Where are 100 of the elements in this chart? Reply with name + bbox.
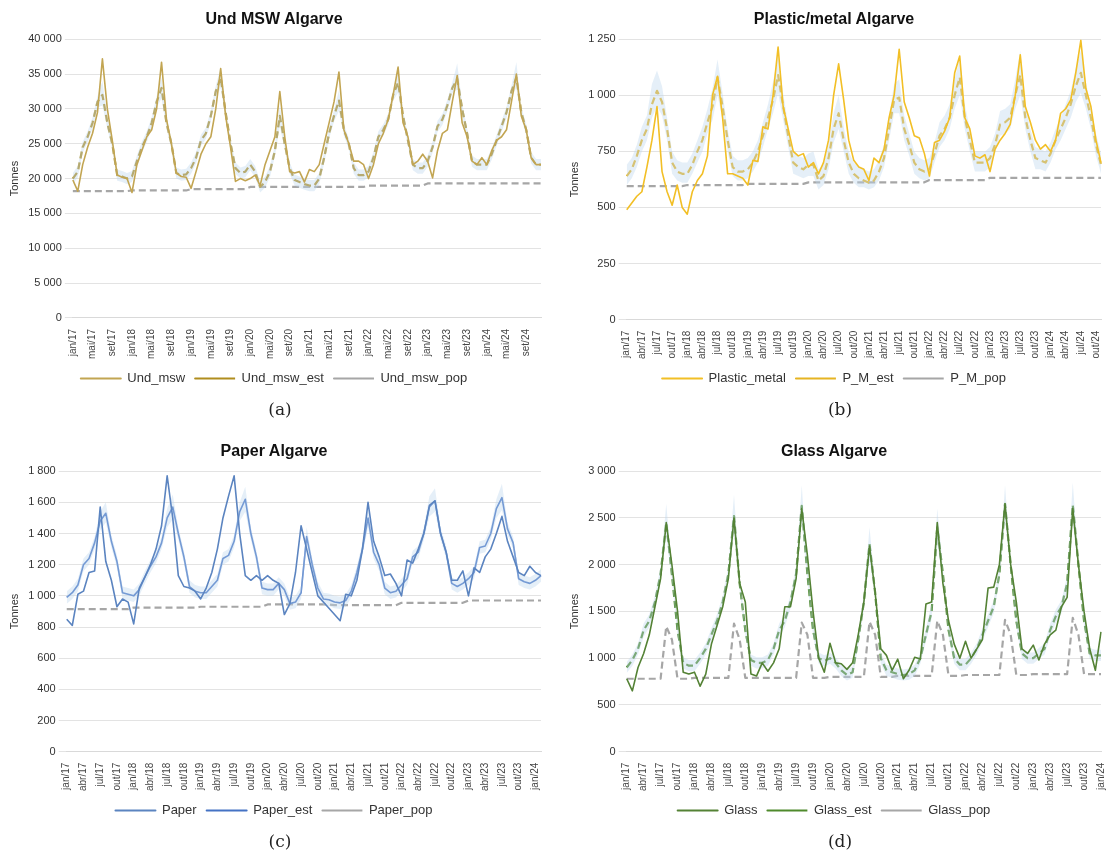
y-tick-label: 1 800 bbox=[28, 464, 56, 477]
legend-label: P_M_pop bbox=[950, 370, 1006, 386]
legend-label: Glass_pop bbox=[928, 802, 991, 818]
x-tick-label: abr/22 bbox=[412, 762, 423, 791]
x-tick-label: jul/24 bbox=[1074, 330, 1086, 356]
x-tick-label: jan/22 bbox=[362, 328, 374, 358]
x-tick-label: jan/19 bbox=[184, 328, 196, 358]
x-tick-label: mai/21 bbox=[322, 328, 334, 359]
x-tick-label: mai/18 bbox=[145, 328, 157, 359]
y-tick-label: 40 000 bbox=[28, 32, 62, 45]
y-tick-label: 500 bbox=[597, 200, 616, 213]
line-series bbox=[625, 176, 1103, 188]
x-tick-label: out/22 bbox=[445, 762, 457, 791]
y-tick-label: 1 200 bbox=[28, 557, 56, 570]
x-tick-label: abr/19 bbox=[756, 330, 768, 359]
y-tick-label: 800 bbox=[37, 620, 56, 633]
y-tick-label: 1 000 bbox=[28, 588, 56, 601]
x-tick-label: out/21 bbox=[942, 762, 954, 791]
x-tick-label: jul/18 bbox=[160, 762, 172, 788]
y-axis-title: Tonnes bbox=[7, 593, 20, 630]
x-tick-label: jul/20 bbox=[857, 762, 869, 788]
x-tick-label: abr/19 bbox=[211, 762, 223, 791]
y-tick-label: 250 bbox=[597, 256, 616, 269]
x-tick-label: jan/17 bbox=[620, 762, 632, 791]
x-tick-label: jan/24 bbox=[480, 328, 492, 358]
legend-label: Glass bbox=[724, 802, 758, 818]
legend-label: Glass_est bbox=[813, 802, 873, 818]
x-tick-label: abr/17 bbox=[635, 330, 647, 359]
x-tick-label: jul/21 bbox=[925, 762, 937, 788]
chart-title: Paper Algarve bbox=[220, 442, 328, 460]
legend-label: Und_msw_pop bbox=[380, 370, 468, 386]
x-tick-label: jan/21 bbox=[862, 330, 874, 359]
x-tick-label: out/19 bbox=[786, 330, 798, 359]
y-tick-label: 10 000 bbox=[28, 241, 62, 254]
y-tick-label: 1 000 bbox=[588, 88, 616, 101]
x-tick-label: abr/21 bbox=[877, 330, 889, 359]
x-tick-label: abr/22 bbox=[976, 762, 988, 791]
x-tick-label: out/19 bbox=[806, 762, 818, 791]
x-tick-label: jan/24 bbox=[1094, 762, 1106, 791]
line-series bbox=[71, 182, 543, 193]
y-tick-label: 0 bbox=[49, 744, 56, 757]
x-tick-label: out/17 bbox=[671, 762, 683, 791]
x-tick-label: out/24 bbox=[1089, 330, 1101, 359]
y-tick-label: 750 bbox=[597, 144, 616, 157]
x-tick-label: jul/20 bbox=[294, 762, 306, 788]
x-tick-label: jul/21 bbox=[892, 330, 904, 356]
y-tick-label: 5 000 bbox=[34, 276, 62, 289]
x-tick-label: jan/22 bbox=[923, 330, 935, 359]
x-tick-label: mai/23 bbox=[441, 328, 453, 359]
x-tick-label: abr/18 bbox=[696, 330, 708, 359]
y-tick-label: 2 000 bbox=[588, 557, 616, 570]
x-tick-label: jan/22 bbox=[395, 762, 407, 791]
x-tick-label: jan/17 bbox=[620, 330, 632, 359]
x-tick-label: jul/17 bbox=[650, 330, 662, 356]
x-tick-label: set/17 bbox=[106, 328, 118, 357]
x-tick-label: set/21 bbox=[342, 328, 354, 357]
y-tick-label: 25 000 bbox=[28, 136, 62, 149]
x-tick-label: abr/21 bbox=[345, 762, 357, 791]
text: (a) bbox=[267, 399, 293, 419]
y-axis-title: Tonnes bbox=[567, 593, 580, 630]
legend-label: Plastic_metal bbox=[708, 370, 787, 386]
x-tick-label: out/22 bbox=[1010, 762, 1022, 791]
x-tick-label: jul/23 bbox=[495, 762, 507, 788]
y-tick-label: 15 000 bbox=[28, 206, 62, 219]
x-tick-label: jul/20 bbox=[832, 330, 844, 356]
x-tick-label: out/23 bbox=[1077, 762, 1089, 791]
x-tick-label: jan/17 bbox=[66, 328, 78, 358]
x-tick-label: jan/18 bbox=[681, 330, 693, 359]
x-tick-label: jul/23 bbox=[1060, 762, 1072, 788]
x-tick-label: out/19 bbox=[244, 762, 256, 791]
x-tick-label: jan/24 bbox=[529, 762, 541, 791]
x-tick-label: abr/17 bbox=[77, 762, 89, 791]
x-tick-label: jan/22 bbox=[959, 762, 971, 791]
x-tick-label: mai/24 bbox=[500, 328, 512, 359]
legend-label: Paper_pop bbox=[368, 802, 433, 818]
y-tick-label: 30 000 bbox=[28, 101, 62, 114]
x-tick-label: out/18 bbox=[177, 762, 189, 791]
x-tick-label: jan/19 bbox=[194, 762, 206, 791]
x-tick-label: abr/23 bbox=[998, 330, 1010, 359]
y-tick-label: 2 500 bbox=[588, 510, 616, 523]
x-tick-label: out/17 bbox=[665, 330, 677, 359]
x-tick-label: mai/17 bbox=[86, 328, 98, 359]
legend-label: Und_msw_est bbox=[241, 370, 325, 386]
y-tick-label: 0 bbox=[609, 744, 616, 757]
x-tick-label: jul/19 bbox=[771, 330, 783, 356]
x-tick-label: abr/21 bbox=[908, 762, 920, 791]
x-tick-label: abr/18 bbox=[705, 762, 717, 791]
text: (b) bbox=[826, 399, 854, 419]
x-tick-label: abr/20 bbox=[817, 330, 829, 359]
x-tick-label: set/20 bbox=[283, 328, 295, 357]
x-tick-label: out/20 bbox=[847, 330, 859, 359]
x-tick-label: jan/21 bbox=[303, 328, 315, 358]
x-tick-label: jan/20 bbox=[261, 762, 273, 791]
x-tick-label: jul/19 bbox=[789, 762, 801, 788]
y-tick-label: 0 bbox=[609, 312, 616, 325]
legend-label: P_M_est bbox=[842, 370, 895, 386]
x-tick-label: jul/22 bbox=[953, 330, 965, 356]
x-tick-label: out/17 bbox=[110, 762, 122, 791]
x-tick-label: jan/20 bbox=[244, 328, 255, 358]
x-tick-label: out/23 bbox=[1029, 330, 1041, 359]
